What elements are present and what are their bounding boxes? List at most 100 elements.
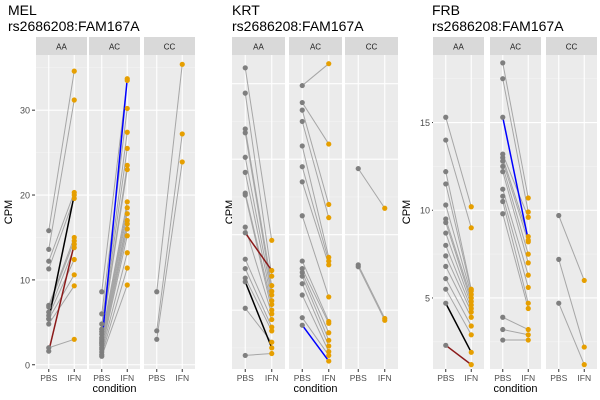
highlight-line-blue (502, 117, 529, 241)
ifn-point (269, 292, 275, 298)
pair-line (301, 63, 330, 86)
ifn-point (124, 265, 130, 271)
x-axis-label: condition (493, 383, 537, 395)
pair-line (101, 235, 128, 350)
pair-line (558, 259, 585, 348)
x-tick-label: IFN (67, 373, 81, 383)
highlight-line-red (445, 344, 472, 366)
pbs-point (299, 118, 305, 125)
ifn-point (269, 345, 275, 351)
facet-strip (289, 37, 342, 55)
pair-line (301, 268, 330, 324)
pbs-point (500, 314, 506, 320)
pair-line (101, 213, 128, 342)
pbs-point (242, 90, 248, 96)
pbs-point (242, 192, 248, 198)
pair-line (244, 226, 273, 315)
pair-line (244, 128, 273, 286)
pbs-point (299, 292, 305, 298)
highlight-line-black (445, 302, 472, 353)
pair-line (156, 161, 183, 340)
pair-line (244, 193, 273, 305)
pair-line (101, 228, 128, 348)
ifn-point (179, 61, 185, 67)
y-axis-label: CPM (401, 200, 413, 224)
ifn-point (269, 301, 275, 308)
ifn-point (124, 205, 130, 211)
pbs-point (99, 353, 105, 359)
pbs-point (299, 107, 305, 113)
pair-line (445, 218, 472, 299)
pbs-point (500, 211, 506, 217)
x-tick-label: PBS (294, 373, 311, 383)
ifn-point (269, 307, 275, 313)
y-tick-label: 10 (20, 275, 30, 285)
pbs-point (500, 326, 506, 333)
ifn-point (71, 192, 77, 198)
ifn-point (71, 68, 77, 74)
facet-panel (546, 55, 597, 369)
pair-line (445, 278, 472, 327)
ifn-point (124, 162, 130, 168)
facet-aa: AA PBS IFN (433, 37, 484, 383)
pair-line (502, 78, 529, 213)
pbs-point (46, 266, 52, 272)
ifn-point (326, 349, 332, 355)
pair-line (301, 215, 330, 298)
pair-line (301, 166, 330, 262)
pbs-point (299, 258, 305, 264)
pbs-point (500, 198, 506, 205)
y-tick-label: 0 (25, 360, 30, 370)
pbs-point (99, 340, 105, 347)
ifn-point (269, 339, 275, 345)
pbs-point (242, 230, 248, 236)
pbs-point (443, 276, 449, 282)
pair-line (48, 71, 75, 231)
pair-line (502, 157, 529, 237)
ifn-point (468, 225, 474, 231)
ifn-point (269, 298, 275, 304)
pair-line (301, 272, 330, 333)
facet-ac: AC PBS IFN (289, 37, 342, 383)
pair-line (245, 353, 272, 356)
highlight-line-black (244, 281, 273, 349)
facet-strip-label: CC (366, 43, 378, 52)
ifn-point (326, 320, 332, 326)
pair-line (301, 283, 330, 347)
ifn-point (525, 251, 531, 257)
pbs-point (299, 179, 305, 185)
pair-line (48, 338, 75, 349)
chart-krt: KRTrs2686208:FAM167ACPM20406080AAPBSIFNA… (224, 2, 398, 395)
pbs-point (242, 305, 248, 311)
ifn-point (269, 311, 275, 317)
pbs-point (443, 219, 449, 226)
pair-line (301, 181, 330, 265)
pair-line (244, 93, 273, 277)
ifn-point (124, 221, 130, 227)
ifn-point (468, 349, 474, 355)
ifn-point (326, 254, 332, 260)
pbs-point (500, 337, 506, 343)
pbs-point (443, 263, 449, 269)
pbs-point (443, 137, 449, 143)
ifn-point (468, 362, 474, 368)
pbs-point (500, 114, 506, 120)
pbs-point (299, 281, 305, 287)
ifn-point (269, 328, 275, 334)
pair-line (101, 223, 128, 346)
facet-strip (546, 37, 597, 55)
pbs-point (242, 279, 248, 285)
pbs-point (242, 275, 248, 281)
ifn-point (326, 201, 332, 208)
pbs-point (242, 154, 248, 160)
facet-panel (36, 55, 87, 369)
ifn-point (124, 211, 130, 217)
ifn-point (525, 337, 531, 343)
ifn-point (269, 282, 275, 289)
pair-line (301, 275, 330, 341)
ifn-point (269, 324, 275, 330)
pbs-point (99, 289, 105, 295)
ifn-point (269, 267, 275, 274)
